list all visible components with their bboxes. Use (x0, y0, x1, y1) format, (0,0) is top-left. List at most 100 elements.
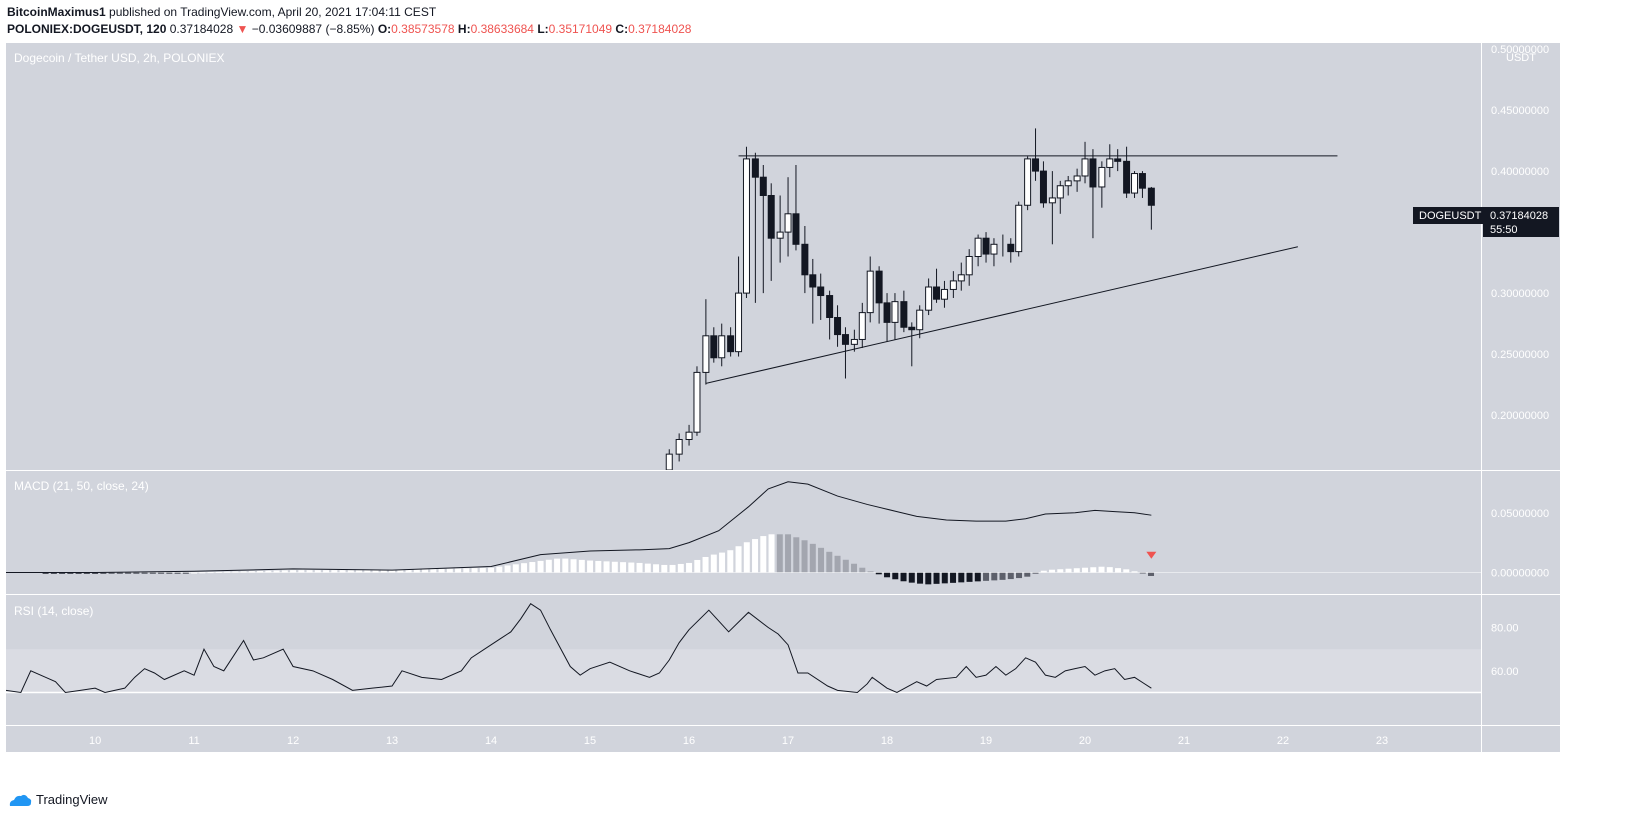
candle-body (1147, 187, 1155, 206)
candle-body (1007, 243, 1015, 253)
macd-histogram-bar (793, 537, 800, 573)
candle (735, 256, 743, 357)
macd-histogram-bar (100, 572, 107, 574)
candle (792, 165, 800, 251)
candle (675, 433, 683, 462)
macd-histogram-bar (405, 569, 412, 573)
macd-histogram-bar (504, 565, 511, 573)
macd-histogram-bar (372, 570, 379, 573)
macd-histogram-bar (842, 559, 849, 573)
candle-body (916, 309, 924, 331)
macd-histogram-bar (521, 563, 528, 573)
macd-histogram-bar (818, 547, 825, 573)
macd-histogram-bar (314, 570, 321, 573)
macd-histogram-bar (265, 570, 272, 573)
macd-histogram-bar (191, 572, 198, 574)
candle (742, 146, 750, 298)
price-tick-label: 0.45000000 (1491, 105, 1549, 117)
macd-histogram-bar (587, 560, 594, 573)
candle (891, 293, 899, 340)
macd-histogram-bar (677, 563, 684, 573)
price-tick-label: 0.25000000 (1491, 349, 1549, 361)
candle-body (1015, 204, 1023, 253)
chart-svg[interactable]: 0.500000000.450000000.400000000.35000000… (5, 43, 1621, 783)
candle-body (735, 292, 743, 353)
candle (1147, 186, 1155, 230)
candle (1007, 238, 1015, 263)
candle (1081, 141, 1089, 184)
tradingview-logo[interactable]: TradingView (8, 792, 108, 807)
macd-histogram-bar (397, 569, 404, 573)
macd-histogram-bar (1090, 567, 1097, 573)
time-tick-label: 15 (584, 735, 596, 747)
macd-histogram-bar (1016, 572, 1023, 579)
macd-histogram-bar (248, 571, 255, 573)
candle-body (1089, 158, 1097, 188)
author-name[interactable]: BitcoinMaximus1 (7, 5, 106, 19)
candle (990, 238, 998, 267)
time-tick-label: 23 (1376, 735, 1388, 747)
candle (965, 249, 973, 286)
macd-histogram-bar (908, 572, 915, 583)
candle (1106, 144, 1114, 178)
published-text: published on TradingView.com, April 20, … (109, 5, 437, 19)
rsi-band (6, 649, 1481, 693)
macd-histogram-bar (1082, 567, 1089, 573)
candle (916, 305, 924, 339)
price-axis[interactable] (1482, 43, 1560, 752)
open-value: 0.38573578 (391, 22, 455, 36)
candle-body (1024, 158, 1032, 206)
candle-body (858, 312, 866, 340)
countdown-badge: 55:50 (1490, 224, 1518, 236)
macd-histogram-bar (83, 572, 90, 574)
candle-body (693, 371, 701, 433)
time-axis[interactable] (6, 726, 1481, 752)
macd-histogram-bar (603, 561, 610, 573)
macd-histogram-bar (809, 543, 816, 573)
candle-body (957, 274, 965, 282)
candle-body (933, 286, 941, 300)
chart-title: Dogecoin / Tether USD, 2h, POLONIEX (14, 51, 225, 65)
candle (759, 165, 767, 294)
macd-histogram-bar (42, 572, 49, 574)
macd-histogram-bar (644, 563, 651, 573)
candle (1089, 149, 1097, 239)
macd-histogram-bar (1049, 569, 1056, 573)
macd-histogram-bar (768, 534, 775, 573)
price-change: −0.03609887 (−8.85%) (251, 22, 375, 36)
rsi-line (5, 602, 1152, 694)
macd-histogram-bar (710, 554, 717, 573)
time-tick-label: 11 (188, 735, 199, 747)
low-value: 0.35171049 (548, 22, 613, 36)
macd-histogram-bar (595, 560, 602, 573)
macd-histogram-bar (669, 564, 676, 573)
candle (1024, 156, 1032, 211)
macd-histogram-bar (50, 572, 57, 574)
candle (776, 195, 784, 263)
macd-histogram-bar (75, 572, 82, 574)
macd-histogram-bar (455, 568, 462, 573)
macd-histogram-bar (1065, 568, 1072, 573)
macd-histogram-bar (529, 562, 536, 573)
macd-histogram-bar (290, 570, 297, 573)
candle-body (850, 338, 858, 345)
macd-histogram-bar (1106, 567, 1113, 573)
macd-tick-label: 0.05000000 (1491, 508, 1549, 520)
candle-body (834, 317, 842, 336)
macd-histogram-bar (1024, 572, 1031, 577)
macd-histogram-bar (958, 572, 965, 583)
chart-area[interactable]: 0.500000000.450000000.400000000.35000000… (5, 43, 1621, 783)
macd-histogram-bar (884, 572, 891, 578)
publisher-line: BitcoinMaximus1 published on TradingView… (7, 5, 436, 19)
macd-histogram-bar (67, 572, 74, 574)
candle (875, 266, 883, 324)
macd-histogram-bar (430, 569, 437, 573)
macd-histogram-bar (141, 572, 148, 574)
macd-histogram-bar (702, 556, 709, 573)
macd-histogram-bar (999, 572, 1006, 580)
macd-pane[interactable] (6, 471, 1481, 594)
macd-histogram-bar (983, 572, 990, 581)
macd-histogram-bar (974, 572, 981, 582)
high-value: 0.38633684 (470, 22, 534, 36)
candle (1098, 161, 1106, 208)
